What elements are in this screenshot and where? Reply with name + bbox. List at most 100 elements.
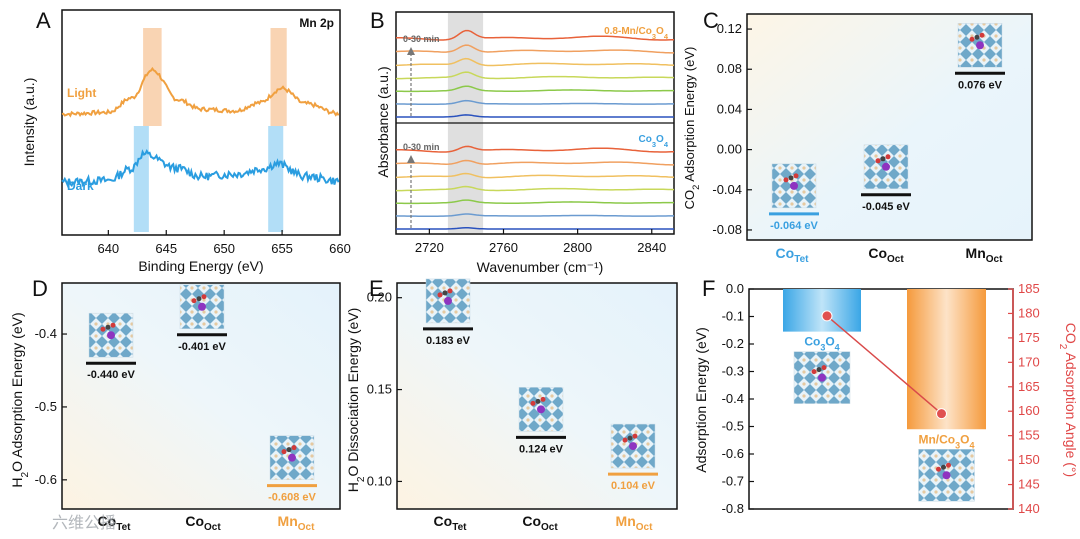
energy-level-structure-metal-site — [882, 162, 890, 171]
energy-level-structure-adsorbate-o2 — [885, 154, 891, 160]
energy-level-structure — [88, 312, 134, 358]
panel-b-arrow-label-top: 0-30 min — [403, 34, 440, 44]
panel-b-bottom-spectrum — [395, 213, 674, 217]
panel-b-top-spectrum — [396, 71, 675, 80]
energy-level-structure-adsorbate-o1 — [191, 298, 197, 304]
energy-level-structure-adsorbate-o1 — [281, 449, 287, 455]
panel-c-ylabel: CO2 Adsorption Energy (eV) — [682, 47, 701, 210]
energy-level-structure-adsorbate-o2 — [793, 173, 799, 179]
panel-b-bottom-spectrum — [396, 185, 675, 192]
panel-f-structure-adsorbate-c — [816, 367, 822, 373]
energy-level-structure-metal-site — [790, 181, 798, 190]
energy-level-value-label: 0.076 eV — [958, 79, 1003, 91]
energy-level-structure-metal-site — [198, 302, 206, 311]
panel-y-tick-label: 0.00 — [717, 142, 742, 157]
panel-a-x-tick-label: 640 — [97, 241, 119, 256]
energy-level-structure-adsorbate-o1 — [622, 437, 628, 443]
energy-level-structure-adsorbate-c — [627, 435, 633, 441]
energy-level-structure-metal-site — [444, 296, 452, 305]
energy-level-structure — [863, 144, 909, 190]
panel-a-legend-dark: Dark — [67, 179, 94, 193]
panel-e: E 0.200.150.10 0.183 eV0.124 eV0.104 eV … — [345, 276, 678, 533]
energy-level-structure-adsorbate-c — [286, 447, 292, 453]
panel-e-category-cooct: CoOct — [522, 513, 558, 533]
panel-b-top-spectra — [395, 29, 675, 118]
panel-d-categories: CoTet CoOct MnOct — [98, 513, 316, 533]
panel-f-right-y-ticks: 185 180 175 170 165 160 155 150 145 140 — [1008, 281, 1040, 516]
energy-level-structure — [610, 423, 656, 469]
panel-a-dark-band — [133, 126, 149, 232]
energy-level-structure — [269, 435, 315, 480]
panel-a-legend-light: Light — [67, 86, 96, 100]
watermark: 六维公播 — [52, 514, 116, 532]
panel-f-structure-metal-site — [818, 373, 826, 382]
panel-b-bottom-spectrum — [396, 227, 674, 230]
panel-f-bar-label: Co3O4 — [804, 335, 839, 353]
panel-f-bar — [907, 289, 986, 430]
panel-f-right-tick-label: 155 — [1018, 428, 1040, 443]
panel-c-y-ticks: -0.08 -0.04 0.00 0.04 0.08 0.12 — [712, 21, 752, 237]
panel-b-arrowhead-bottom — [407, 155, 415, 163]
panel-b-ylabel: Absorbance (a.u.) — [375, 66, 391, 177]
panel-b-top-spectrum — [395, 44, 674, 54]
panel-a-light-band — [143, 28, 162, 126]
energy-level-structure-adsorbate-c — [196, 296, 202, 302]
panel-b-arrowhead-top — [407, 47, 415, 55]
panel-b-top-spectrum — [395, 99, 674, 105]
panel-a: A Mn 2p Light Dark 640 645 650 655 660 Bindi… — [21, 8, 351, 274]
panel-f-structure-adsorbate-o1 — [936, 466, 941, 472]
panel-f-right-tick-label: 175 — [1018, 330, 1040, 345]
panel-b-x-tick-label: 2760 — [489, 240, 518, 255]
energy-level-structure-metal-site — [976, 41, 984, 50]
panel-f-structure-adsorbate-o2 — [946, 462, 951, 468]
panel-d-category-cooct: CoOct — [185, 513, 221, 533]
panel-b-bottom-spectra — [395, 145, 675, 230]
panel-y-tick-label: 0.10 — [367, 473, 392, 488]
energy-level-structure-adsorbate-o2 — [979, 32, 985, 38]
panel-b-x-ticks: 2720 2760 2800 2840 — [415, 229, 666, 255]
energy-level-value-label: 0.104 eV — [611, 480, 656, 492]
energy-level-structure-metal-site — [537, 405, 545, 414]
panel-y-tick-label: 0.20 — [367, 290, 392, 305]
panel-e-category-cotet: CoTet — [434, 513, 468, 533]
energy-level-structure — [179, 284, 225, 330]
panel-f-right-tick-label: 185 — [1018, 281, 1040, 296]
panel-f-y-tick-label: -0.8 — [722, 501, 744, 516]
panel-b-top-spectrum — [395, 57, 675, 67]
panel-f-y-tick-label: -0.6 — [722, 446, 744, 461]
panel-f-y-tick-label: -0.7 — [722, 474, 744, 489]
panel-e-ylabel: H2O Dissociation Energy (eV) — [345, 308, 367, 493]
panel-f-right-tick-label: 170 — [1018, 354, 1040, 369]
panel-c-energy-levels: -0.064 eV -0.045 eV 0.076 eV — [769, 23, 1005, 232]
panel-y-tick-label: -0.5 — [35, 399, 57, 414]
energy-level-structure-adsorbate-c — [880, 156, 886, 162]
panel-c-categories: CoTet CoOct MnOct — [776, 245, 1004, 265]
energy-level-structure-adsorbate-o2 — [447, 288, 453, 294]
panel-e-energy-levels: 0.183 eV 0.124 eV 0.104 eV — [423, 278, 658, 492]
panel-f-ylabel-right: CO2 Adsorption Angle (°) — [1058, 323, 1080, 477]
panel-a-x-tick-label: 645 — [155, 241, 177, 256]
energy-level-structure-adsorbate-o1 — [875, 158, 881, 164]
panel-a-bands — [133, 28, 287, 232]
panel-a-x-tick-label: 655 — [271, 241, 293, 256]
panel-f-angle-point — [821, 310, 833, 322]
panel-a-x-tick-label: 660 — [329, 241, 351, 256]
energy-level-structure-adsorbate-o1 — [969, 36, 975, 42]
panel-y-tick-label: 0.12 — [717, 21, 742, 36]
energy-level-structure-adsorbate-c — [788, 175, 794, 181]
panel-f-bar-label: Mn/Co3O4 — [918, 432, 974, 450]
panel-y-tick-label: 0.15 — [367, 382, 392, 397]
panel-a-light-curve — [61, 66, 340, 118]
energy-level-structure-adsorbate-o2 — [291, 445, 297, 451]
panel-f-structure-adsorbate-o2 — [821, 365, 827, 371]
energy-level-structure-adsorbate-c — [974, 34, 980, 40]
panel-f-right-tick-label: 165 — [1018, 379, 1040, 394]
panel-f-y-ticks: 0.0 -0.1 -0.2 -0.3 -0.4 -0.5 -0.6 -0.7 -0.8 — [722, 281, 754, 516]
panel-a-plot-frame — [61, 9, 341, 236]
panel-f-ylabel: Adsorption Energy (eV) — [693, 327, 709, 473]
panel-f-y-tick-label: -0.4 — [722, 391, 744, 406]
panel-d-category-mnoct: MnOct — [278, 513, 316, 533]
panel-b-top-spectrum — [396, 114, 674, 118]
panel-d-y-ticks: -0.4 -0.5 -0.6 — [35, 326, 67, 487]
panel-d-letter: D — [32, 276, 48, 301]
